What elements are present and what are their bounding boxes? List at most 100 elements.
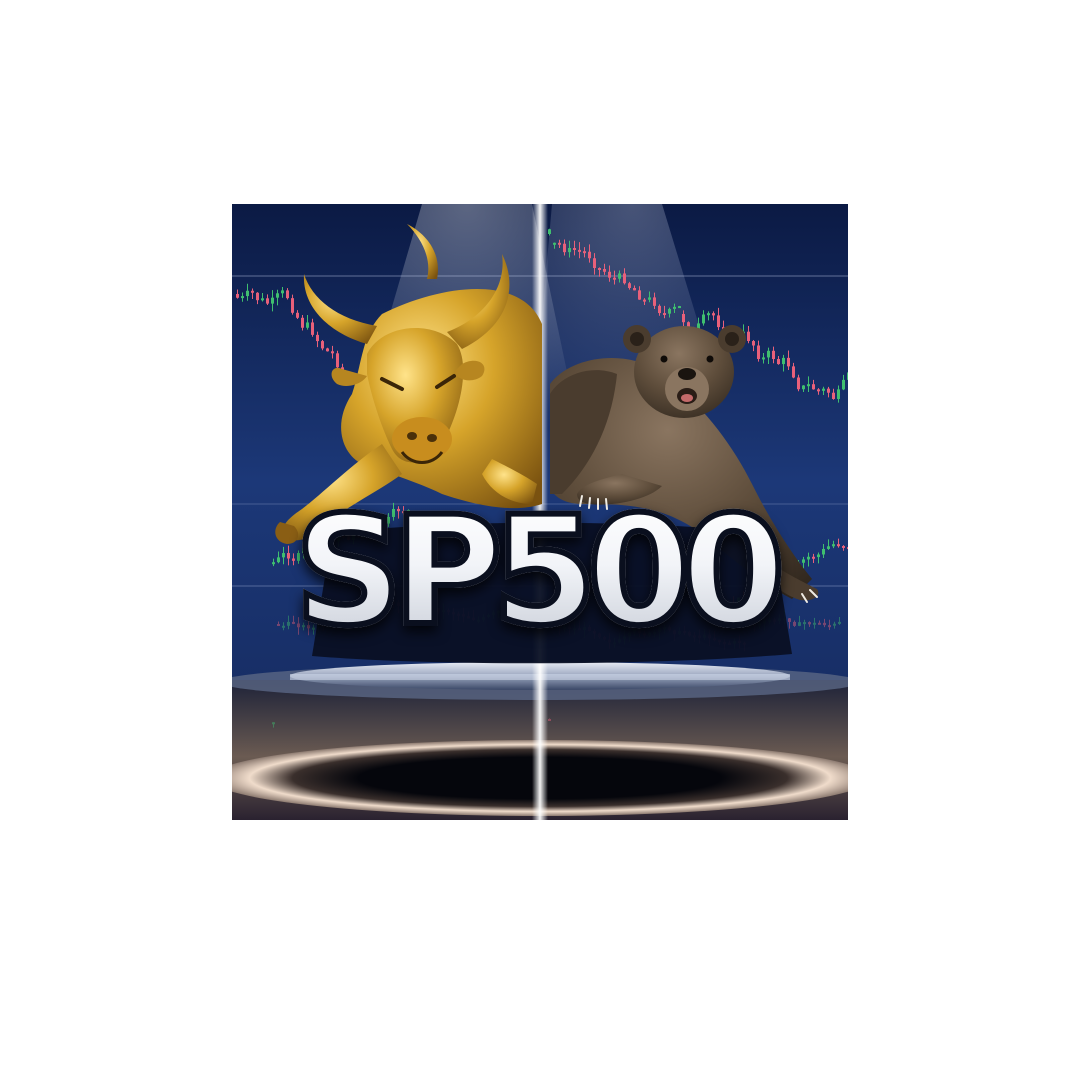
candle-body: [638, 290, 641, 300]
candle-body: [822, 388, 825, 391]
candle-body: [322, 538, 325, 541]
candle-body: [548, 719, 551, 721]
candle-body: [287, 553, 290, 559]
candle-body: [798, 622, 801, 626]
candle-body: [827, 388, 830, 393]
candle-body: [297, 623, 300, 628]
candle-body: [673, 306, 676, 309]
candle-body: [297, 553, 300, 561]
candle-body: [292, 621, 295, 624]
candle-body: [828, 625, 831, 628]
candle-body: [402, 511, 405, 514]
candle-body: [593, 258, 596, 269]
candle-body: [251, 290, 254, 293]
candle-body: [261, 298, 264, 301]
candle-body: [827, 546, 830, 549]
candle-body: [808, 622, 811, 625]
candle-body: [306, 322, 309, 328]
candle-body: [281, 290, 284, 294]
candle-body: [277, 624, 280, 626]
candle-body: [747, 331, 750, 342]
candle-body: [767, 350, 770, 358]
candle-body: [246, 290, 249, 297]
candle-body: [266, 298, 269, 304]
candle-body: [277, 557, 280, 563]
candle-body: [752, 341, 755, 346]
candle-body: [658, 305, 661, 314]
candle-body: [817, 389, 820, 392]
candle-body: [832, 544, 835, 547]
candle-body: [822, 548, 825, 555]
candle-body: [633, 287, 636, 291]
candle-body: [628, 283, 631, 288]
candle-body: [392, 508, 395, 517]
candle-body: [407, 510, 410, 514]
candle-body: [331, 351, 334, 354]
candle-body: [307, 625, 310, 629]
candle-body: [717, 315, 720, 328]
candle-body: [812, 556, 815, 559]
candle-body: [812, 384, 815, 390]
candle-body: [613, 277, 616, 280]
bull-icon: [275, 224, 542, 544]
candle-body: [772, 350, 775, 360]
candle-body: [702, 314, 705, 324]
candle-body: [558, 242, 561, 245]
candle-body: [301, 317, 304, 328]
candle-body: [276, 293, 279, 298]
candle-body: [573, 247, 576, 250]
candle-body: [603, 268, 606, 272]
candle-body: [807, 384, 810, 387]
candle-body: [387, 516, 390, 524]
candle-body: [321, 341, 324, 349]
candle-body: [241, 296, 244, 299]
candle-body: [643, 299, 646, 302]
candle-body: [377, 522, 380, 530]
candle-body: [583, 251, 586, 254]
candle-body: [568, 247, 571, 253]
candle-body: [803, 622, 806, 625]
candle-body: [833, 623, 836, 626]
candle-body: [327, 536, 330, 539]
candle-body: [813, 622, 816, 625]
candle-body: [818, 622, 821, 625]
candle-body: [291, 298, 294, 313]
candle-body: [797, 377, 800, 390]
candle-body: [271, 297, 274, 304]
center-light-beam: [532, 204, 548, 820]
candle-body: [648, 297, 651, 300]
candle-body: [256, 292, 259, 301]
candle-body: [653, 297, 656, 306]
candle-body: [678, 306, 681, 309]
candle-body: [842, 379, 845, 390]
poster-artwork: [232, 204, 848, 820]
candle-body: [302, 625, 305, 628]
candle-body: [236, 294, 239, 298]
candle-body: [802, 385, 805, 390]
candle-body: [317, 540, 320, 543]
candle-body: [623, 273, 626, 284]
candle-body: [282, 625, 285, 628]
candle-body: [286, 290, 289, 299]
candle-body: [336, 353, 339, 368]
candle-body: [817, 554, 820, 558]
candle-body: [788, 618, 791, 622]
candle-body: [712, 313, 715, 316]
candle-body: [598, 268, 601, 271]
candle-body: [777, 359, 780, 365]
candle-body: [316, 334, 319, 342]
candle-body: [757, 345, 760, 359]
candle-body: [296, 312, 299, 318]
candle-body: [802, 559, 805, 563]
candle-body: [787, 357, 790, 367]
candle-body: [807, 556, 810, 560]
candle-body: [588, 251, 591, 259]
candle-body: [618, 273, 621, 279]
candle-body: [553, 242, 556, 245]
candle-body: [608, 271, 611, 278]
candle-body: [842, 545, 845, 548]
candle-body: [832, 392, 835, 399]
candle-body: [663, 313, 666, 316]
candle-body: [302, 547, 305, 554]
candle-body: [272, 722, 275, 725]
